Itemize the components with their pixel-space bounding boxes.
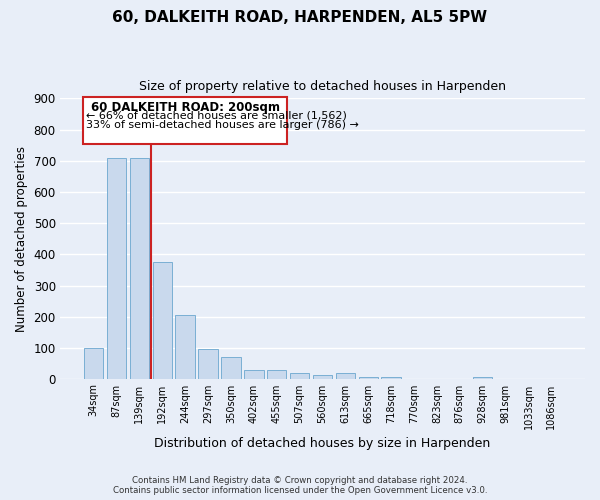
- FancyBboxPatch shape: [83, 97, 287, 144]
- Bar: [359, 377, 378, 379]
- Bar: [130, 158, 149, 379]
- Bar: [290, 373, 310, 379]
- Title: Size of property relative to detached houses in Harpenden: Size of property relative to detached ho…: [139, 80, 506, 93]
- Bar: [221, 357, 241, 379]
- Bar: [198, 350, 218, 379]
- Bar: [313, 375, 332, 379]
- Text: Contains HM Land Registry data © Crown copyright and database right 2024.
Contai: Contains HM Land Registry data © Crown c…: [113, 476, 487, 495]
- Y-axis label: Number of detached properties: Number of detached properties: [15, 146, 28, 332]
- X-axis label: Distribution of detached houses by size in Harpenden: Distribution of detached houses by size …: [154, 437, 491, 450]
- Bar: [335, 373, 355, 379]
- Bar: [107, 158, 126, 379]
- Text: 60, DALKEITH ROAD, HARPENDEN, AL5 5PW: 60, DALKEITH ROAD, HARPENDEN, AL5 5PW: [112, 10, 488, 25]
- Text: ← 66% of detached houses are smaller (1,562): ← 66% of detached houses are smaller (1,…: [86, 110, 346, 120]
- Bar: [152, 262, 172, 379]
- Text: 60 DALKEITH ROAD: 200sqm: 60 DALKEITH ROAD: 200sqm: [91, 102, 280, 114]
- Text: 33% of semi-detached houses are larger (786) →: 33% of semi-detached houses are larger (…: [86, 120, 358, 130]
- Bar: [244, 370, 263, 379]
- Bar: [84, 348, 103, 379]
- Bar: [267, 370, 286, 379]
- Bar: [473, 377, 493, 379]
- Bar: [382, 377, 401, 379]
- Bar: [175, 314, 195, 379]
